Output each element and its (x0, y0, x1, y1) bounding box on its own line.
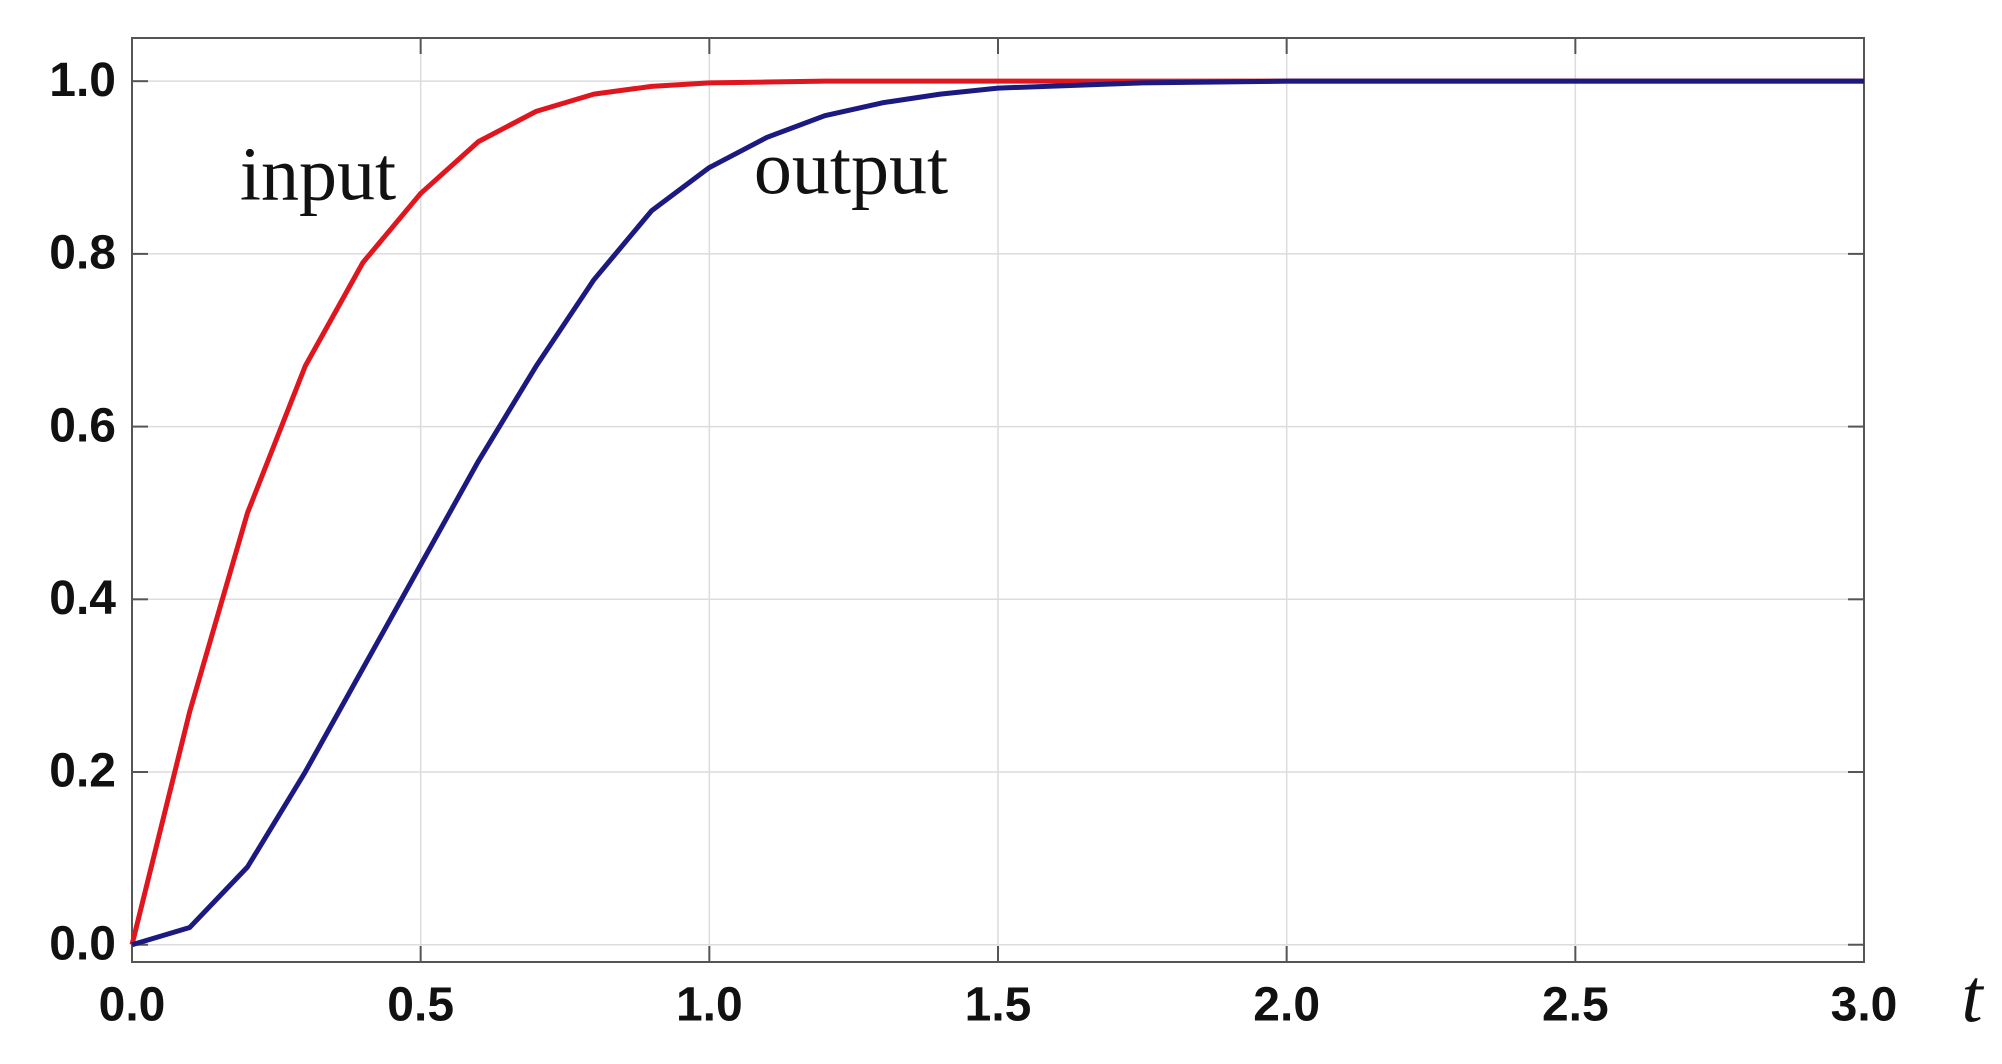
series-line (129, 78, 1864, 946)
y-tick-label: 0.2 (49, 745, 116, 798)
series-line (131, 78, 1864, 948)
y-tick-label: 0.4 (49, 572, 116, 625)
y-tick-label: 1.0 (49, 54, 116, 107)
series-label: output (754, 126, 948, 210)
x-tick-label: 0.5 (387, 979, 454, 1032)
x-tick-label: 0.0 (99, 979, 166, 1032)
x-tick-label: 2.5 (1542, 979, 1609, 1032)
y-tick-label: 0.6 (49, 399, 116, 452)
x-tick-label: 1.5 (965, 979, 1032, 1032)
x-axis-label: t (1961, 954, 1984, 1038)
y-tick-label: 0.8 (49, 227, 116, 280)
y-tick-label: 0.0 (49, 917, 116, 970)
series-label: input (240, 132, 396, 216)
x-tick-label: 1.0 (676, 979, 743, 1032)
plot-frame (131, 37, 1865, 963)
x-tick-label: 3.0 (1831, 979, 1898, 1032)
x-tick-label: 2.0 (1253, 979, 1320, 1032)
